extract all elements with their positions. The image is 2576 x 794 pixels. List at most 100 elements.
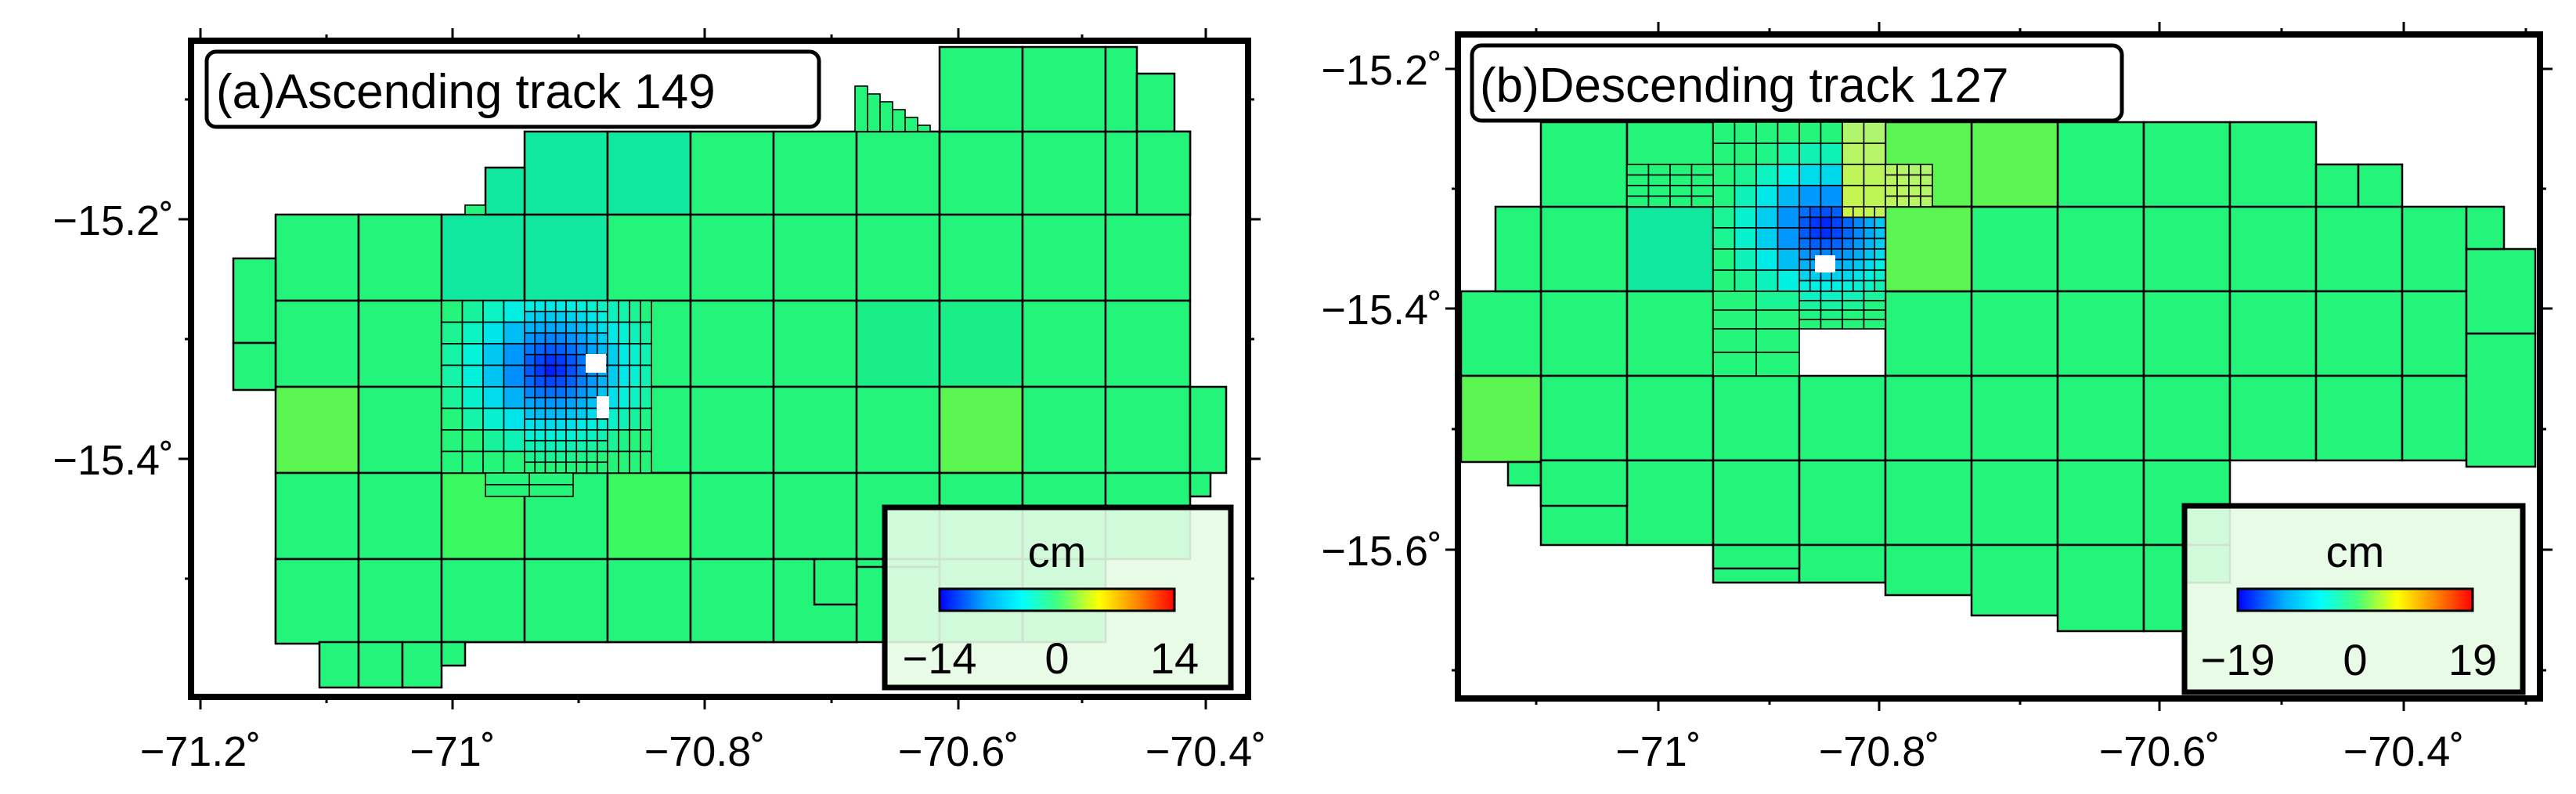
fine-data-cell [596,386,608,399]
fine-data-cell [461,386,484,410]
fine-data-cell [607,300,619,323]
fine-data-cell [1799,269,1811,282]
fine-data-cell [1755,227,1779,250]
fine-data-cell [1863,309,1886,320]
fine-data-cell [1712,328,1757,353]
fine-data-cell [1874,258,1886,271]
panel-b-colorbar-max: 19 [2448,635,2497,684]
fine-data-cell [565,375,578,388]
fine-data-cell [575,429,588,442]
fine-data-cell [1777,227,1800,250]
data-cell [2056,543,2145,633]
data-cell [1189,471,1212,498]
fine-data-cell [1852,269,1865,282]
fine-data-cell [1885,195,1898,208]
data-cell [689,299,775,388]
data-cell [440,213,526,302]
panel-b-title-box [1470,43,2124,123]
fine-data-cell [1799,216,1811,229]
fine-data-cell [1647,174,1671,186]
fine-data-cell [596,450,608,464]
data-cell [606,213,692,302]
data-cell [1970,543,2059,617]
fine-data-cell [524,375,536,388]
fine-data-cell [575,310,588,323]
data-cell [606,558,692,644]
fine-data-cell [1626,174,1650,186]
data-cell [2056,205,2145,293]
fine-data-cell [1863,248,1876,261]
fine-data-cell [544,396,557,410]
panel-b-frame [1455,31,2543,702]
fine-data-cell [1799,121,1822,144]
fine-data-cell [586,375,598,388]
fine-data-cell [503,450,525,474]
data-cell [484,166,526,216]
fine-data-cell [461,321,484,345]
data-cell [606,471,692,561]
data-cell [318,641,360,689]
fine-data-cell [1690,195,1714,208]
fine-data-cell [565,439,578,453]
fine-data-cell [565,353,578,366]
fine-data-cell [629,343,641,366]
fine-data-cell [618,321,630,345]
edge-data-cell [854,85,868,132]
fine-data-cell [629,364,641,388]
fine-data-cell [565,343,578,355]
fine-data-cell [1863,280,1876,292]
data-cell [1459,290,1542,377]
fine-data-cell [1799,237,1811,250]
fine-data-cell [1712,185,1736,208]
fine-data-cell [1863,291,1886,301]
fine-data-cell [461,300,484,323]
fine-data-cell [1908,164,1921,176]
data-cell [523,558,609,644]
fine-data-cell [1842,291,1865,301]
fine-data-cell [629,300,641,323]
fine-data-cell [1755,309,1800,330]
fine-data-cell [524,300,536,312]
fine-data-cell [1874,227,1886,240]
fine-data-cell [586,396,598,410]
fine-data-cell [565,450,578,464]
data-cell [1970,374,2059,462]
fine-data-cell [534,321,547,334]
panel-a-ticks [179,28,1261,709]
data-cell [1884,205,1973,293]
data-cell [2056,121,2145,208]
data-cell [2142,290,2231,377]
panel-a-colorbar: cm −14 0 14 [882,504,1234,691]
fine-data-cell [534,353,547,366]
fine-data-cell [1799,280,1811,292]
fine-data-cell [1777,121,1800,144]
fine-data-cell [586,418,598,431]
fine-data-cell [1799,206,1811,218]
fine-data-cell [596,461,608,474]
fine-data-cell [618,300,630,323]
fine-data-cell [1712,227,1736,250]
data-cell [1021,45,1107,133]
edge-data-cell [904,117,918,132]
panel-a-colorbar-min: −14 [903,633,977,683]
data-cell [1798,543,1887,584]
fine-data-cell [544,461,557,474]
panel-b-colorbar-label: cm [2326,527,2385,576]
fine-data-cell [544,300,557,312]
fine-data-cell [1896,164,1910,176]
fine-data-cell [1647,185,1671,197]
fine-data-cell [1712,269,1736,292]
panel-a-xtick-label: −70.4˚ [1145,728,1267,775]
fine-data-cell [1896,174,1910,186]
data-cell [1970,121,2059,208]
fine-data-cell [1712,143,1736,165]
fine-data-cell [1842,216,1854,229]
fine-data-cell [534,343,547,355]
fine-data-cell [607,429,619,453]
fine-data-cell [596,321,608,334]
panel-b-ytick-label: −15.2˚ [1321,47,1442,94]
fine-data-cell [482,407,505,431]
data-cell [855,299,941,388]
fine-data-cell [1777,206,1800,229]
